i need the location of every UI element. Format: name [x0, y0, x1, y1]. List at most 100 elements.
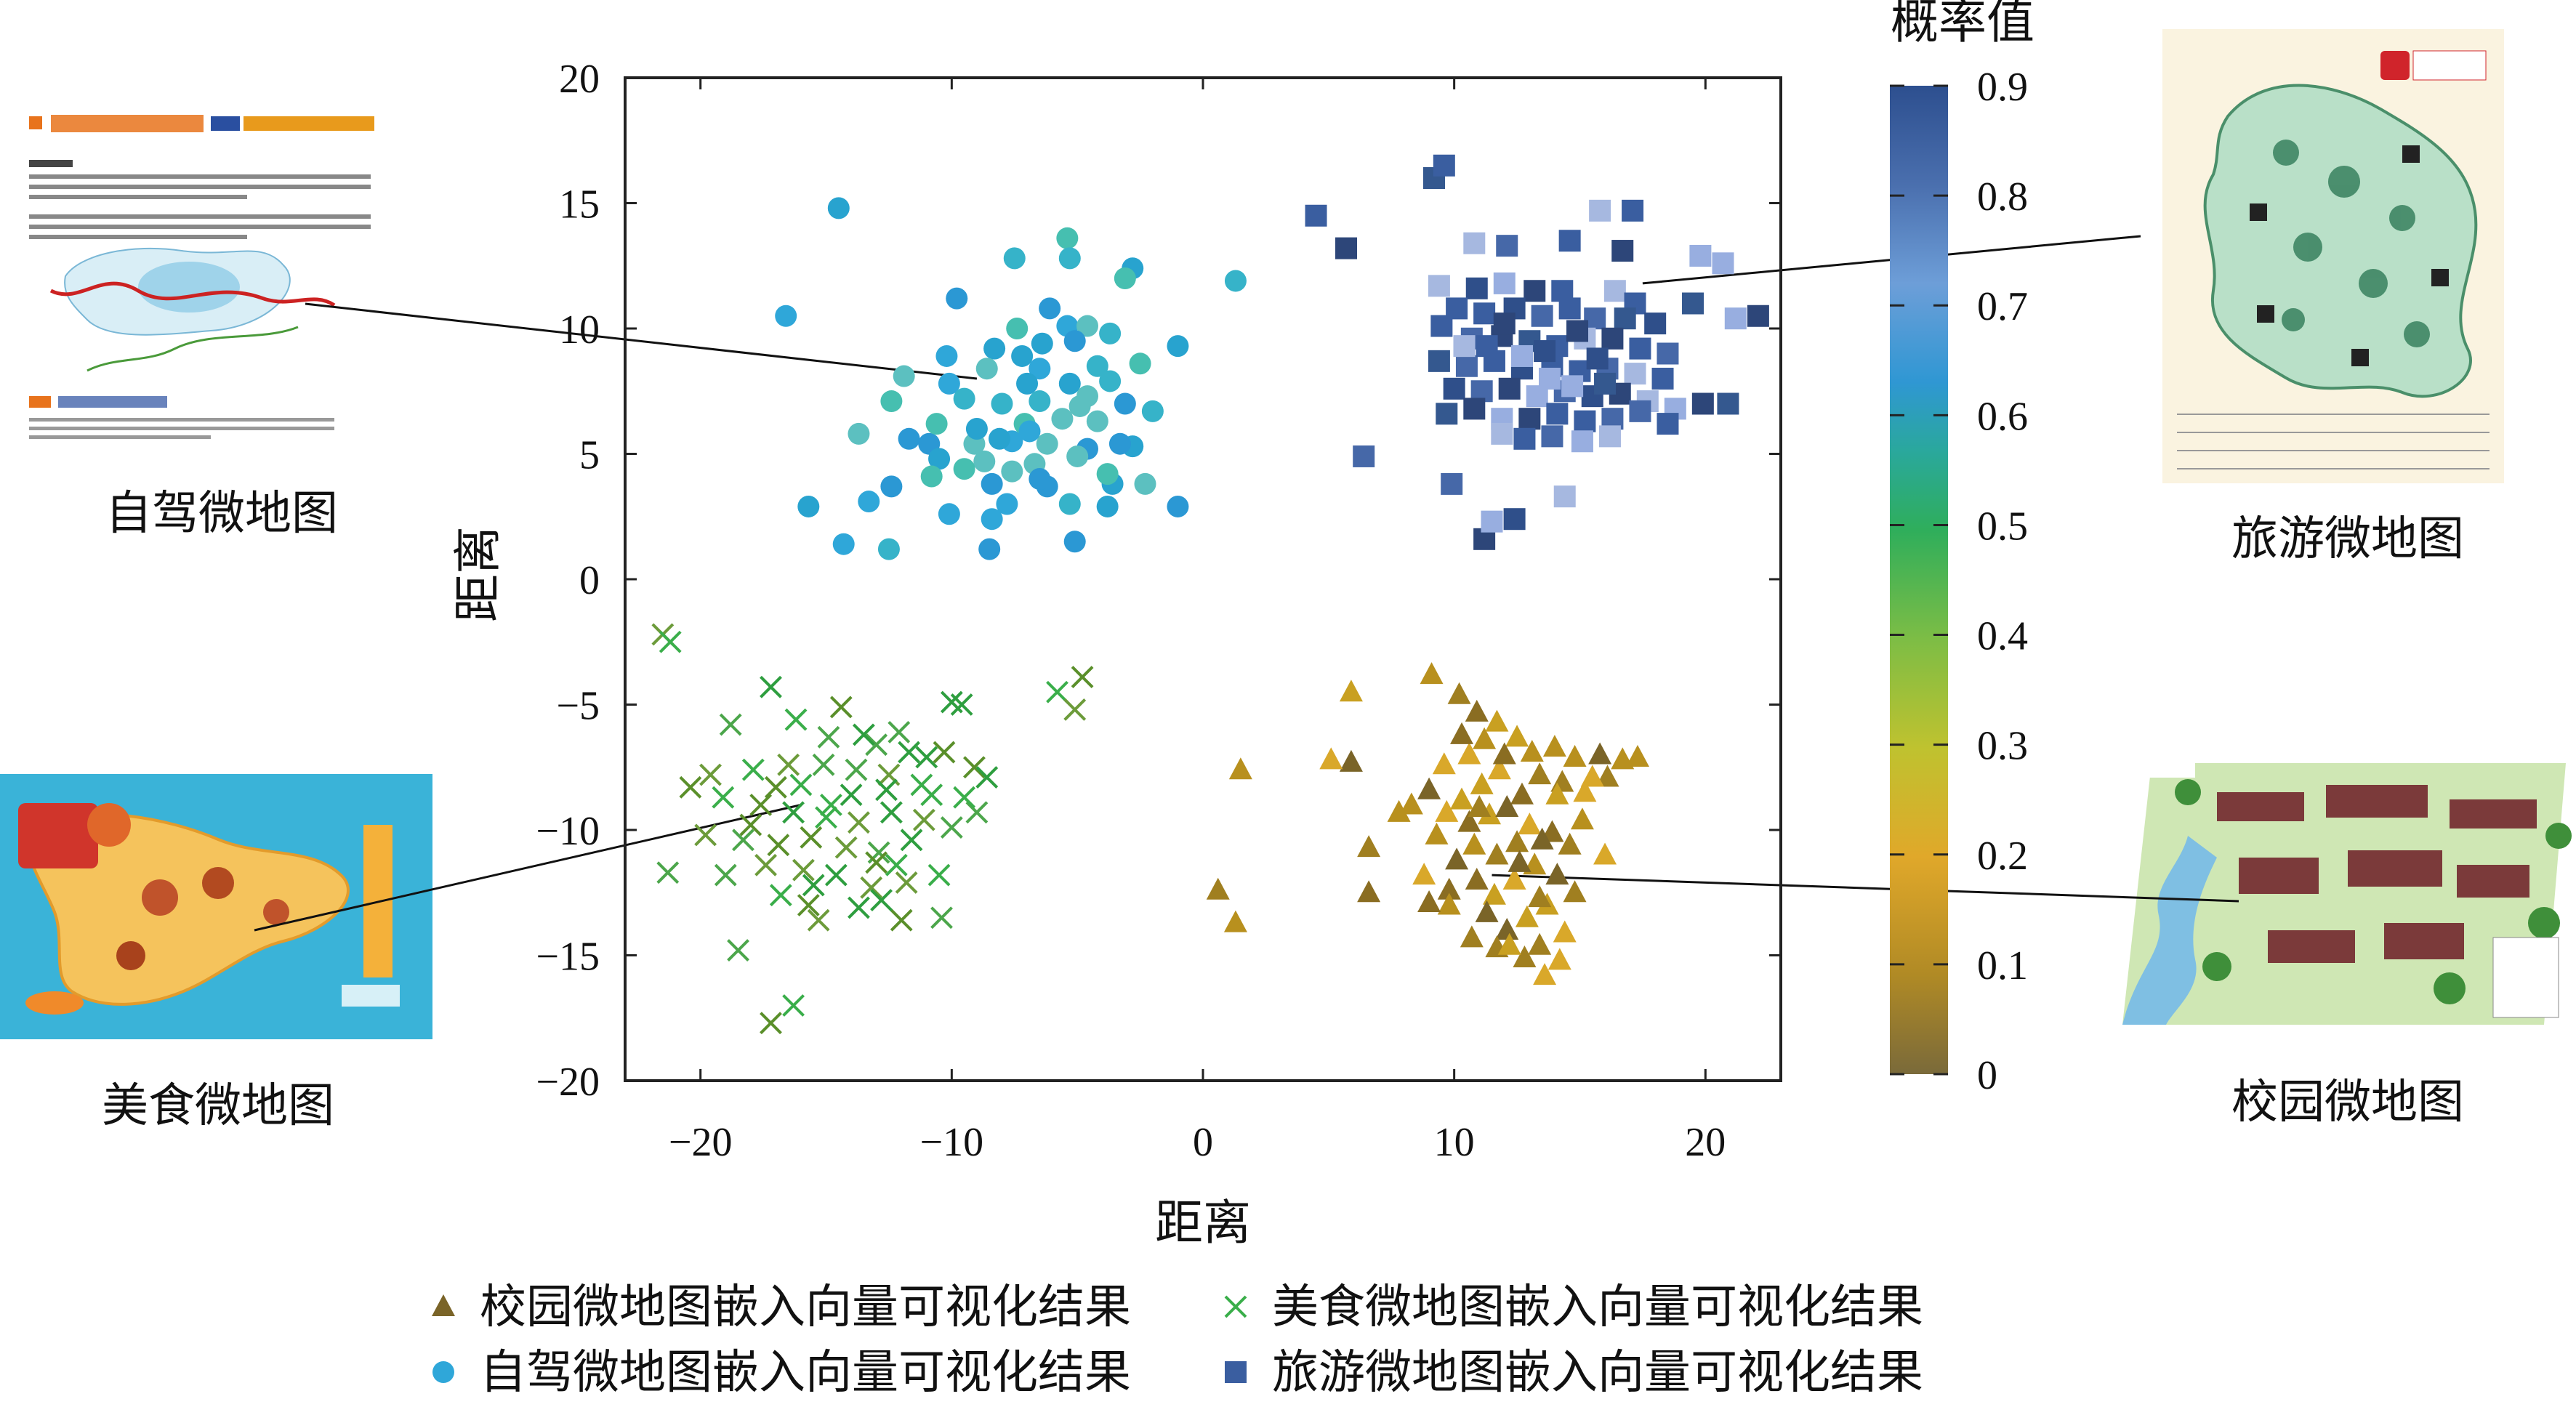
triangle-point [1447, 682, 1471, 704]
cross-stroke [865, 851, 888, 874]
triangle-point [1457, 810, 1481, 832]
triangle-point [1563, 880, 1587, 903]
triangle-point [1508, 850, 1531, 872]
cross-point [815, 806, 837, 829]
cross-point [852, 723, 875, 746]
triangle-point [1487, 757, 1511, 780]
square-point [1491, 422, 1513, 445]
triangle-point [1206, 877, 1230, 900]
cross-stroke [848, 811, 870, 834]
triangle-point [1558, 832, 1582, 855]
colorbar-ticks: 0.9 0.8 0.7 0.6 0.5 0.4 0.3 0.2 0.1 0 [1890, 65, 2028, 1098]
square-point [1589, 199, 1611, 222]
cross-stroke [712, 786, 735, 809]
triangle-point [1223, 910, 1247, 932]
cross-stroke [912, 808, 935, 831]
circle-point [1016, 372, 1039, 395]
square-point [1657, 342, 1679, 365]
square-point [1463, 232, 1486, 254]
square-point [1546, 403, 1569, 425]
cross-point [865, 733, 888, 757]
campus-map-caption: 校园微地图 [2231, 1076, 2464, 1129]
square-point [1657, 413, 1679, 435]
circle-point [1086, 410, 1108, 432]
circle-point [1006, 318, 1029, 339]
triangle-point [1473, 727, 1497, 749]
cross-point [940, 690, 963, 714]
cross-stroke [965, 801, 989, 824]
square-point [1553, 485, 1576, 508]
square-point [1473, 302, 1496, 325]
cross-stroke [875, 778, 898, 802]
plot-frame [624, 76, 1782, 1082]
cross-stroke [870, 889, 893, 912]
cross-point [848, 811, 870, 834]
cross-point [760, 1012, 782, 1035]
cross-stroke [807, 908, 830, 932]
square-point [1443, 377, 1465, 400]
cross-point [930, 906, 953, 930]
circle-point [975, 358, 998, 380]
circle-point [953, 387, 975, 410]
triangle-point [1553, 920, 1577, 943]
square-point [1566, 320, 1589, 342]
cross-point [699, 763, 722, 786]
square-point [1453, 335, 1476, 358]
circle-point [920, 465, 943, 488]
square-point [1481, 510, 1503, 533]
circle-point [848, 422, 870, 445]
triangle-point [1492, 742, 1516, 765]
circle-point [1099, 322, 1122, 344]
circle-point [1001, 460, 1023, 483]
circle-point [953, 458, 975, 480]
colorbar-tick-label: 0.9 [1977, 65, 2028, 110]
square-point [1747, 305, 1769, 327]
cross-point [900, 829, 923, 852]
y-tick-label: −15 [536, 935, 600, 980]
cross-point [915, 746, 938, 769]
cross-stroke [885, 853, 908, 876]
square-point [1498, 377, 1521, 400]
cross-point [820, 794, 842, 816]
circle-point [1056, 227, 1079, 249]
cross-stroke [739, 813, 762, 836]
triangle-point [1462, 832, 1486, 855]
triangle-point [1528, 932, 1552, 955]
triangle-point [1450, 722, 1474, 744]
triangle-point [1580, 765, 1604, 787]
cross-point [1063, 698, 1087, 721]
cross-point [714, 863, 737, 887]
cross-point [865, 851, 888, 874]
cross-stroke [789, 773, 813, 797]
cross-point [719, 713, 742, 736]
cross-point [792, 858, 815, 882]
cross-stroke [741, 758, 765, 781]
square-point [1433, 154, 1455, 177]
square-point [1558, 297, 1581, 320]
cross-point [741, 758, 765, 781]
legend: 校园微地图嵌入向量可视化结果 美食微地图嵌入向量可视化结果自驾微地图嵌入向量可视化… [432, 1281, 1923, 1400]
cross-point [920, 783, 943, 807]
triangle-point [1387, 799, 1411, 822]
cross-stroke [800, 826, 823, 849]
cross-point [760, 675, 782, 698]
cross-stroke [760, 1012, 782, 1035]
cross-stroke [769, 884, 792, 907]
colorbar-tick-label: 0.1 [1977, 943, 2028, 988]
cross-point [769, 884, 792, 907]
triangle-point [1515, 905, 1539, 927]
triangle-point [1502, 868, 1526, 890]
y-tick-label: 15 [559, 182, 600, 227]
y-tick-label: 5 [579, 433, 600, 478]
cross-stroke [953, 786, 976, 809]
triangle-point [1228, 757, 1252, 780]
circle-point [1003, 247, 1026, 270]
cross-stroke [1046, 680, 1068, 704]
cross-stroke [797, 894, 820, 916]
triangle-point [1412, 863, 1436, 885]
colorbar-tick-label: 0.6 [1977, 394, 2028, 439]
circle-point [1076, 315, 1098, 337]
triangle-point [1417, 777, 1441, 799]
cross-point [845, 758, 868, 781]
cross-stroke [950, 693, 973, 716]
